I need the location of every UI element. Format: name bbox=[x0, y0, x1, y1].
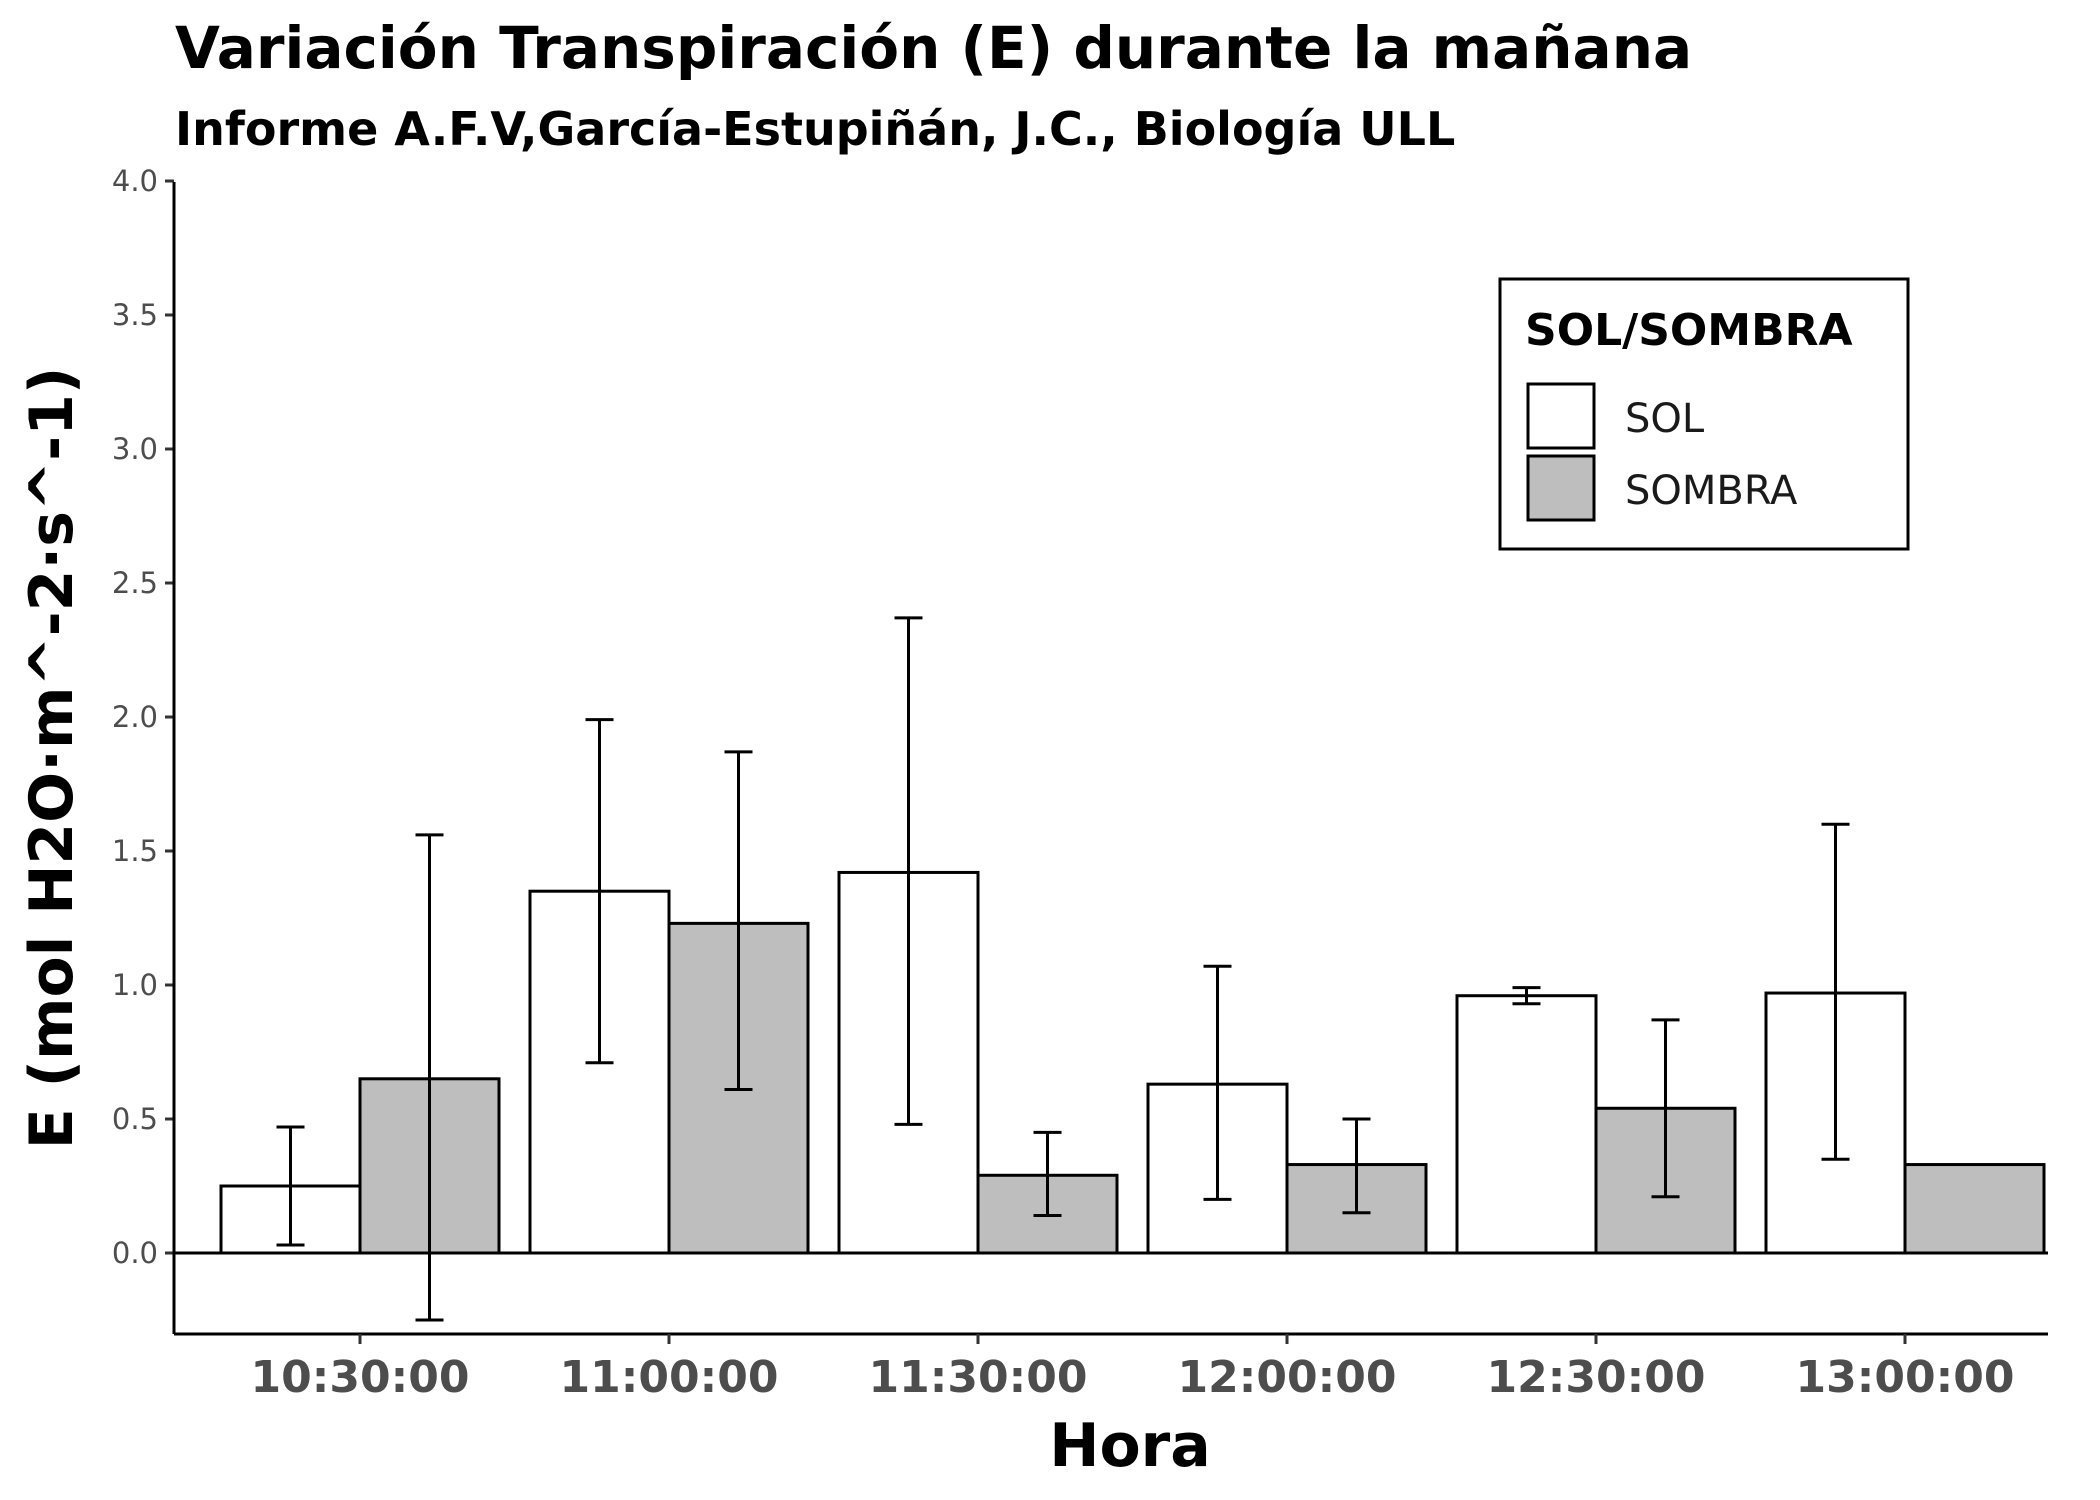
error-bar-sombra-0 bbox=[415, 833, 444, 1322]
y-tick-label-1: 0.5 bbox=[112, 1102, 158, 1136]
error-bar-sombra-4 bbox=[1651, 1018, 1680, 1199]
bar-sombra-5 bbox=[1903, 1163, 2046, 1255]
x-tick-label-5: 13:00:00 bbox=[1796, 1352, 2015, 1403]
x-tick-label-0: 10:30:00 bbox=[251, 1352, 470, 1403]
error-bar-sombra-1 bbox=[724, 750, 753, 1092]
legend-label-sol: SOL bbox=[1625, 396, 1705, 442]
legend-title: SOL/SOMBRA bbox=[1525, 305, 1853, 356]
error-bar-sol-3 bbox=[1203, 964, 1232, 1201]
error-bar-sol-4 bbox=[1512, 986, 1541, 1006]
y-tick-label-0: 0.0 bbox=[112, 1236, 158, 1270]
y-tick-label-2: 1.0 bbox=[112, 968, 158, 1002]
x-tick-label-3: 12:00:00 bbox=[1178, 1352, 1397, 1403]
bar-sol-4 bbox=[1455, 994, 1598, 1255]
y-tick-label-6: 3.0 bbox=[112, 432, 158, 466]
legend-key-sombra bbox=[1526, 454, 1596, 522]
error-bar-sol-1 bbox=[585, 718, 614, 1065]
error-bar-sol-0 bbox=[276, 1125, 305, 1247]
x-tick-label-4: 12:30:00 bbox=[1487, 1352, 1706, 1403]
error-bar-sol-2 bbox=[894, 616, 923, 1126]
y-axis-title: E (mol H2O·m^-2·s^-1) bbox=[17, 367, 87, 1150]
y-tick-label-4: 2.0 bbox=[112, 700, 158, 734]
x-axis-title: Hora bbox=[1049, 1411, 1211, 1481]
x-tick-label-2: 11:30:00 bbox=[869, 1352, 1088, 1403]
error-bar-sombra-2 bbox=[1033, 1130, 1062, 1217]
chart-title: Variación Transpiración (E) durante la m… bbox=[175, 14, 1692, 82]
y-tick-label-8: 4.0 bbox=[112, 164, 158, 198]
error-bar-sombra-3 bbox=[1342, 1117, 1371, 1215]
plot-area: 0.0 0.5 1.0 1.5 2.0 2.5 3.0 3.5 4.0 10:30:00 11:00… bbox=[112, 164, 2048, 1403]
x-tick-label-1: 11:00:00 bbox=[560, 1352, 779, 1403]
y-tick-label-5: 2.5 bbox=[112, 566, 158, 600]
chart-subtitle: Informe A.F.V,García-Estupiñán, J.C., Bi… bbox=[175, 102, 1455, 156]
y-tick-label-7: 3.5 bbox=[112, 298, 158, 332]
legend-key-sol bbox=[1526, 382, 1596, 450]
error-bar-sol-5 bbox=[1821, 822, 1850, 1161]
y-tick-label-3: 1.5 bbox=[112, 834, 158, 868]
legend: SOL/SOMBRA SOL SOMBRA bbox=[1498, 277, 1910, 551]
legend-label-sombra: SOMBRA bbox=[1625, 468, 1798, 514]
